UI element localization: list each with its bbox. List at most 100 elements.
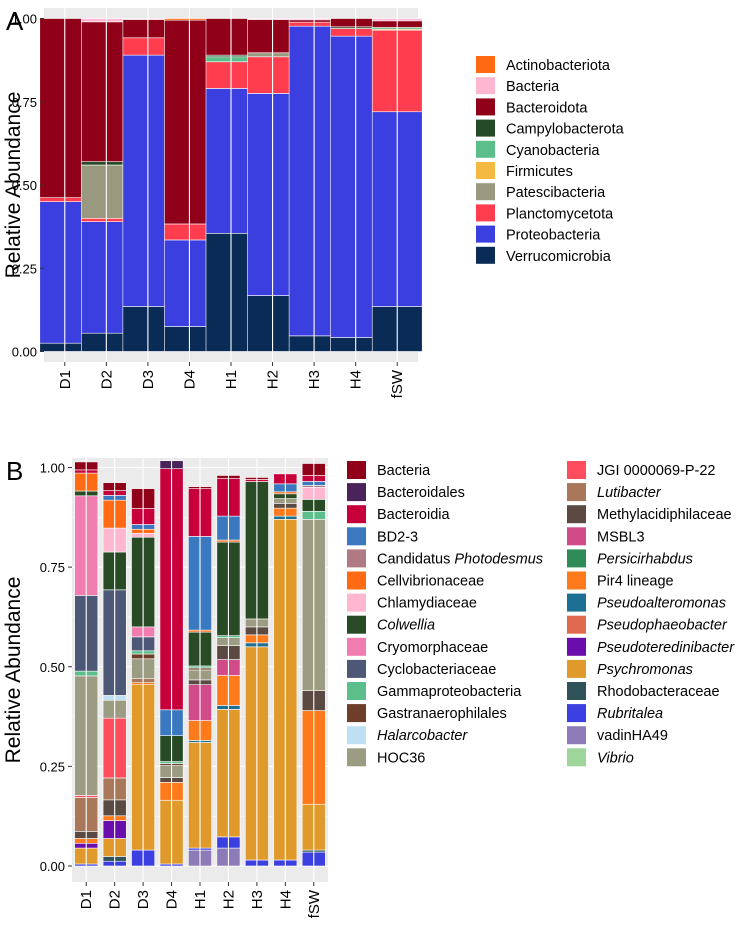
legend-item: Cryomorphaceae: [347, 637, 488, 656]
legend-label: Pseudophaeobacter: [597, 618, 728, 634]
legend-label: Cellvibrionaceae: [377, 574, 484, 590]
legend-label: Vibrio: [597, 750, 634, 766]
x-tick-label: H2: [265, 370, 282, 389]
y-axis-label: Relative Abundance: [2, 577, 25, 764]
legend-label: HOC36: [377, 750, 425, 766]
legend-swatch: [476, 204, 495, 222]
y-tick-label: 0.75: [40, 560, 65, 575]
legend-swatch: [476, 140, 495, 158]
legend-item: Candidatus Photodesmus: [347, 549, 543, 568]
x-tick-label: D3: [135, 890, 152, 909]
legend-swatch: [347, 527, 366, 546]
legend-label: Methylacidiphilaceae: [597, 507, 732, 523]
legend-swatch: [347, 615, 366, 634]
legend-item: Firmicutes: [476, 162, 573, 180]
legend-item: Methylacidiphilaceae: [567, 505, 732, 524]
legend-swatch: [347, 682, 366, 700]
legend-label-part: Photodesmus: [454, 551, 543, 567]
legend-swatch: [567, 549, 586, 568]
legend-item: Bacteria: [347, 461, 431, 479]
legend-item: Gastranaerophilales: [347, 704, 507, 723]
legend-label: Cyanobacteria: [506, 143, 600, 159]
legend-swatch: [476, 119, 495, 137]
legend-item: Planctomycetota: [476, 204, 614, 222]
legend-swatch: [347, 461, 366, 479]
legend-swatch: [347, 571, 366, 590]
legend-swatch: [347, 593, 366, 612]
x-tick-label: fSW: [306, 889, 323, 918]
legend-label-part: Candidatus: [377, 551, 454, 567]
legend-label: Bacteroidota: [506, 100, 588, 116]
legend-label: Gammaproteobacteria: [377, 684, 522, 700]
legend-item: Verrucomicrobia: [476, 246, 612, 265]
y-tick-label: 1.00: [12, 12, 37, 27]
legend-item: Bacteroidota: [476, 98, 588, 116]
legend-swatch: [347, 659, 366, 678]
legend-swatch: [347, 726, 366, 745]
x-tick-label: D4: [164, 890, 181, 909]
legend-swatch: [567, 748, 586, 767]
legend-swatch: [567, 615, 586, 634]
legend-item: Cyclobacteriaceae: [347, 659, 496, 678]
legend-swatch: [567, 682, 586, 700]
legend-item: Colwellia: [347, 615, 435, 634]
legend-item: Lutibacter: [567, 483, 662, 502]
legend-label: JGI 0000069-P-22: [597, 463, 716, 479]
legend-label: Proteobacteria: [506, 228, 601, 244]
legend-label: MSBL3: [597, 529, 645, 545]
legend-item: Psychromonas: [567, 659, 693, 678]
legend-label: Chlamydiaceae: [377, 596, 477, 612]
y-tick-label: 0.75: [12, 95, 37, 110]
legend-label: Bacteria: [506, 79, 560, 95]
legend-swatch: [567, 461, 586, 479]
legend-label: Cyclobacteriaceae: [377, 662, 496, 678]
legend-item: Rubritalea: [567, 704, 663, 723]
x-tick-label: fSW: [389, 369, 406, 398]
legend-item: Campylobacterota: [476, 119, 625, 138]
panel-b: B 0.00 0.25 0.50 0.75 1.00 D1 D2 D3 D4 H1 H2 H3 H4 fSW…: [2, 456, 735, 918]
legend-label: Gastranaerophilales: [377, 706, 507, 722]
y-tick-label: 0.25: [40, 759, 65, 774]
x-tick-label: D1: [57, 370, 74, 389]
x-tick-label: D1: [78, 890, 95, 909]
legend-item: JGI 0000069-P-22: [567, 461, 716, 479]
x-tick-label: D3: [140, 370, 157, 389]
legend-label: Verrucomicrobia: [506, 249, 612, 265]
legend-label: Candidatus Photodesmus: [377, 551, 543, 567]
legend-item: Pseudophaeobacter: [567, 615, 728, 634]
legend-item: Pseudoteredinibacter: [567, 637, 735, 656]
legend-label: Rhodobacteraceae: [597, 684, 720, 700]
legend-label: vadinHA49: [597, 728, 668, 744]
legend-swatch: [347, 637, 366, 656]
legend-swatch: [567, 704, 586, 723]
legend-swatch: [347, 505, 366, 524]
legend-item: Rhodobacteraceae: [567, 682, 720, 700]
panel-a: A 0.00 0.25 0.50 0.75 1.00 D1 D2 D3 D4 H1 H2 H3 H4 fSW…: [2, 6, 625, 398]
legend-item: BD2-3: [347, 527, 418, 546]
legend-item: Persicirhabdus: [567, 549, 693, 568]
x-tick-label: D2: [98, 370, 115, 389]
legend-swatch: [347, 704, 366, 723]
x-tick-label: H3: [249, 890, 266, 909]
legend-item: Bacteria: [476, 77, 560, 95]
legend-label: Bacteroidia: [377, 507, 450, 523]
legend-label: BD2-3: [377, 529, 418, 545]
legend-swatch: [347, 549, 366, 568]
y-tick-label: 0.50: [40, 660, 65, 675]
legend-swatch: [567, 571, 586, 590]
legend-label: Cryomorphaceae: [377, 640, 488, 656]
legend-item: Bacteroidia: [347, 505, 450, 524]
y-tick-label: 0.00: [40, 859, 65, 874]
legend-swatch: [567, 659, 586, 678]
legend-item: Vibrio: [567, 748, 634, 767]
legend-swatch: [567, 527, 586, 546]
legend-label: Halarcobacter: [377, 728, 468, 744]
x-tick-label: D2: [107, 890, 124, 909]
legend-label: Colwellia: [377, 618, 435, 634]
legend-label: Lutibacter: [597, 485, 662, 501]
y-tick-label: 1.00: [40, 461, 65, 476]
legend-item: Actinobacteriota: [476, 56, 611, 74]
y-axis-label: Relative Abundance: [2, 92, 25, 279]
legend-swatch: [347, 483, 366, 502]
